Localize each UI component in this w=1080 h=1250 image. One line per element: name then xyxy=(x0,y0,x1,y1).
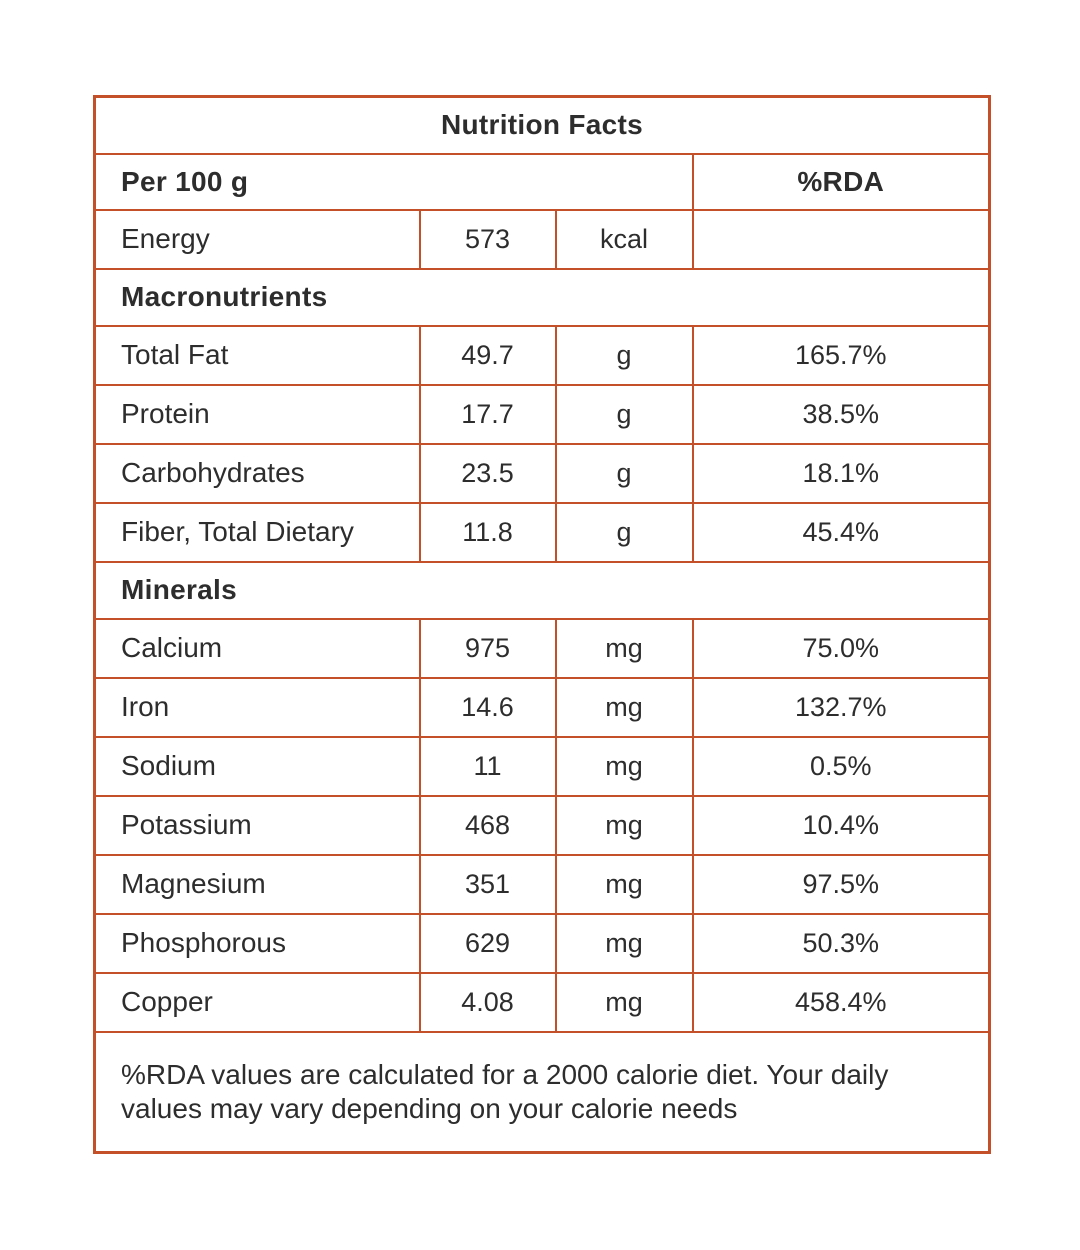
nutrient-label: Sodium xyxy=(93,735,421,797)
nutrient-label: Iron xyxy=(93,676,421,738)
nutrient-unit: g xyxy=(554,442,694,504)
nutrient-unit: mg xyxy=(554,617,694,679)
nutrient-rda: 18.1% xyxy=(691,442,991,504)
nutrient-value: 23.5 xyxy=(418,442,557,504)
nutrient-value: 11 xyxy=(418,735,557,797)
nutrient-value: 11.8 xyxy=(418,501,557,563)
nutrient-value: 17.7 xyxy=(418,383,557,445)
nutrient-unit: mg xyxy=(554,971,694,1033)
nutrient-row: Iron 14.6 mg 132.7% xyxy=(93,676,991,738)
nutrient-row: Phosphorous 629 mg 50.3% xyxy=(93,912,991,974)
section-header-macronutrients: Macronutrients xyxy=(93,267,991,327)
rda-column-header: %RDA xyxy=(691,152,991,211)
nutrient-label: Energy xyxy=(93,208,421,270)
nutrient-value: 14.6 xyxy=(418,676,557,738)
nutrient-value: 573 xyxy=(418,208,557,270)
nutrient-unit: kcal xyxy=(554,208,694,270)
nutrient-label: Phosphorous xyxy=(93,912,421,974)
nutrient-unit: g xyxy=(554,324,694,386)
section-header-row: Minerals xyxy=(93,560,991,620)
nutrient-unit: mg xyxy=(554,735,694,797)
title-row: Nutrition Facts xyxy=(93,95,991,155)
rda-footnote: %RDA values are calculated for a 2000 ca… xyxy=(93,1030,991,1154)
energy-row: Energy 573 kcal xyxy=(93,208,991,270)
serving-size-header: Per 100 g xyxy=(93,152,694,211)
nutrient-rda: 50.3% xyxy=(691,912,991,974)
nutrient-value: 629 xyxy=(418,912,557,974)
nutrient-rda: 45.4% xyxy=(691,501,991,563)
nutrition-facts-table: Nutrition Facts Per 100 g %RDA Energy 57… xyxy=(93,95,991,1154)
nutrient-value: 49.7 xyxy=(418,324,557,386)
nutrient-value: 351 xyxy=(418,853,557,915)
nutrient-row: Calcium 975 mg 75.0% xyxy=(93,617,991,679)
section-header-minerals: Minerals xyxy=(93,560,991,620)
nutrient-row: Fiber, Total Dietary 11.8 g 45.4% xyxy=(93,501,991,563)
nutrient-unit: mg xyxy=(554,853,694,915)
nutrient-row: Sodium 11 mg 0.5% xyxy=(93,735,991,797)
nutrient-value: 975 xyxy=(418,617,557,679)
nutrient-label: Protein xyxy=(93,383,421,445)
column-header-row: Per 100 g %RDA xyxy=(93,152,991,211)
footnote-row: %RDA values are calculated for a 2000 ca… xyxy=(93,1030,991,1154)
nutrient-unit: g xyxy=(554,383,694,445)
nutrient-rda: 75.0% xyxy=(691,617,991,679)
nutrient-label: Fiber, Total Dietary xyxy=(93,501,421,563)
nutrient-rda: 97.5% xyxy=(691,853,991,915)
nutrient-row: Protein 17.7 g 38.5% xyxy=(93,383,991,445)
nutrient-label: Total Fat xyxy=(93,324,421,386)
nutrient-row: Magnesium 351 mg 97.5% xyxy=(93,853,991,915)
nutrient-row: Copper 4.08 mg 458.4% xyxy=(93,971,991,1033)
nutrient-row: Carbohydrates 23.5 g 18.1% xyxy=(93,442,991,504)
nutrient-label: Copper xyxy=(93,971,421,1033)
nutrient-value: 468 xyxy=(418,794,557,856)
nutrient-rda: 458.4% xyxy=(691,971,991,1033)
nutrient-label: Calcium xyxy=(93,617,421,679)
nutrient-rda xyxy=(691,208,991,270)
nutrient-rda: 0.5% xyxy=(691,735,991,797)
nutrient-rda: 132.7% xyxy=(691,676,991,738)
nutrient-rda: 10.4% xyxy=(691,794,991,856)
nutrient-row: Total Fat 49.7 g 165.7% xyxy=(93,324,991,386)
nutrient-unit: mg xyxy=(554,676,694,738)
nutrient-row: Potassium 468 mg 10.4% xyxy=(93,794,991,856)
nutrient-unit: mg xyxy=(554,912,694,974)
nutrient-value: 4.08 xyxy=(418,971,557,1033)
nutrient-unit: g xyxy=(554,501,694,563)
section-header-row: Macronutrients xyxy=(93,267,991,327)
nutrient-rda: 165.7% xyxy=(691,324,991,386)
nutrient-unit: mg xyxy=(554,794,694,856)
nutrient-rda: 38.5% xyxy=(691,383,991,445)
nutrient-label: Carbohydrates xyxy=(93,442,421,504)
page-title: Nutrition Facts xyxy=(93,95,991,155)
nutrient-label: Potassium xyxy=(93,794,421,856)
nutrient-label: Magnesium xyxy=(93,853,421,915)
